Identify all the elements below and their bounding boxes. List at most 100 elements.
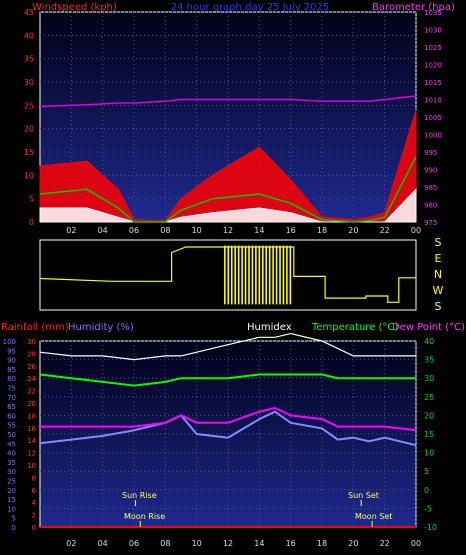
- barometer-tick-label: 1000: [424, 132, 442, 140]
- barometer-tick-label: 985: [424, 184, 437, 192]
- rainfall-tick-label: 18: [27, 412, 36, 420]
- humidity-tick-label: 80: [7, 375, 16, 383]
- rainfall-tick-label: 16: [27, 425, 36, 433]
- humidity-tick-label: 20: [7, 487, 16, 495]
- rainfall-tick-label: 14: [27, 437, 36, 445]
- hour-tick-label: 02: [66, 539, 76, 548]
- wind-gust-series: [39, 109, 417, 223]
- humidity-tick-label: 40: [7, 450, 16, 458]
- humidity-tick-label: 50: [7, 431, 16, 439]
- hour-tick-label: 14: [254, 226, 264, 235]
- wind-tick-label: 5: [29, 195, 34, 204]
- rainfall-tick-label: 6: [32, 487, 37, 495]
- humidity-tick-label: 30: [7, 468, 16, 476]
- temperature-tick-label: 0: [424, 486, 429, 495]
- temperature-tick-label: 10: [424, 449, 434, 458]
- barometer-tick-label: 1035: [424, 9, 442, 17]
- hour-tick-label: 00: [411, 539, 421, 548]
- humidity-tick-label: 85: [7, 366, 16, 374]
- moon-rise-label: Moon Rise: [124, 512, 165, 521]
- rainfall-tick-label: 12: [27, 450, 36, 458]
- rainfall-axis-title: Rainfall (mm): [1, 322, 69, 333]
- sun-set-label: Sun Set: [348, 491, 379, 500]
- humidity-series: [39, 410, 417, 447]
- barometer-tick-label: 1030: [424, 27, 442, 35]
- hour-tick-label: 06: [129, 226, 139, 235]
- astro-markers: Sun Rise Moon Rise Sun Set Moon Set: [122, 491, 392, 521]
- hour-tick-label: 16: [286, 226, 296, 235]
- temperature-tick-label: 15: [424, 430, 434, 439]
- temperature-tick-label: 20: [424, 411, 434, 420]
- humidity-tick-label: 5: [12, 515, 16, 523]
- hour-tick-label: 12: [223, 539, 233, 548]
- wind-tick-label: 35: [24, 55, 34, 64]
- barometer-axis-title: Barometer (hpa): [372, 2, 455, 13]
- rainfall-tick-label: 20: [27, 400, 36, 408]
- temperature-tick-label: 5: [424, 467, 429, 476]
- barometer-tick-label: 1025: [424, 44, 442, 52]
- hour-tick-label: 20: [348, 539, 358, 548]
- temperature-tick-label: 30: [424, 374, 434, 383]
- hour-tick-label: 04: [98, 226, 108, 235]
- wind-tick-label: 10: [24, 171, 34, 180]
- barometer-tick-label: 975: [424, 219, 437, 227]
- humidex-series: [39, 332, 416, 361]
- hour-tick-label: 00: [411, 226, 421, 235]
- hour-tick-label: 18: [317, 226, 327, 235]
- hour-tick-label: 08: [160, 226, 170, 235]
- rainfall-tick-label: 26: [27, 363, 36, 371]
- temperature-series: [39, 373, 416, 387]
- hour-tick-label: 10: [192, 539, 202, 548]
- temperature-tick-label: 40: [424, 337, 434, 346]
- humidity-tick-label: 15: [7, 496, 16, 504]
- temperature-tick-label: -5: [424, 504, 432, 513]
- wind-tick-label: 40: [24, 31, 34, 40]
- wind-tick-label: 45: [24, 8, 34, 17]
- windspeed-axis-title: Windspeed (kph): [32, 2, 117, 13]
- hour-tick-label: 14: [254, 539, 264, 548]
- humidex-axis-title: Humidex: [247, 322, 292, 333]
- hour-tick-label: 06: [129, 539, 139, 548]
- wind-tick-label: 30: [24, 78, 34, 87]
- barometer-tick-label: 995: [424, 149, 437, 157]
- barometer-series: [39, 95, 417, 108]
- wind-direction-label: S: [435, 236, 442, 249]
- rainfall-tick-label: 24: [27, 375, 36, 383]
- temperature-tick-label: 35: [424, 356, 434, 365]
- hour-tick-label: 08: [160, 539, 170, 548]
- humidity-tick-label: 70: [7, 394, 16, 402]
- humidity-tick-label: 100: [3, 338, 16, 346]
- hour-tick-label: 04: [98, 539, 108, 548]
- humidity-tick-label: 60: [7, 412, 16, 420]
- sun-rise-label: Sun Rise: [122, 491, 157, 500]
- barometer-tick-label: 1015: [424, 79, 442, 87]
- rainfall-tick-label: 28: [27, 350, 36, 358]
- hour-tick-label: 02: [66, 226, 76, 235]
- rainfall-tick-label: 8: [32, 474, 36, 482]
- wind-direction-label: S: [435, 300, 442, 313]
- wind-min-series: [39, 188, 417, 223]
- temperature-tick-label: 25: [424, 393, 434, 402]
- humidity-tick-label: 10: [7, 505, 16, 513]
- wind-average-series: [39, 156, 417, 223]
- wind-tick-label: 15: [24, 148, 34, 157]
- rainfall-tick-label: 4: [32, 499, 37, 507]
- barometer-tick-label: 990: [424, 167, 437, 175]
- humidity-tick-label: 55: [7, 422, 16, 430]
- temperature-axis-title: Temperature (°C): [311, 322, 398, 333]
- humidity-tick-label: 45: [7, 440, 16, 448]
- wind-tick-label: 0: [29, 218, 34, 227]
- wind-direction-label: W: [433, 284, 444, 297]
- rainfall-tick-label: 30: [27, 338, 36, 346]
- wind-direction-label: N: [434, 268, 442, 281]
- humidity-tick-label: 75: [7, 385, 16, 393]
- wind-tick-label: 25: [24, 101, 34, 110]
- hour-tick-label: 22: [380, 226, 390, 235]
- humidity-tick-label: 0: [12, 524, 16, 532]
- humidity-tick-label: 35: [7, 459, 16, 467]
- humidity-tick-label: 65: [7, 403, 16, 411]
- rainfall-tick-label: 22: [27, 388, 36, 396]
- wind-direction-series: [39, 246, 416, 303]
- wind-direction-label: E: [435, 252, 442, 265]
